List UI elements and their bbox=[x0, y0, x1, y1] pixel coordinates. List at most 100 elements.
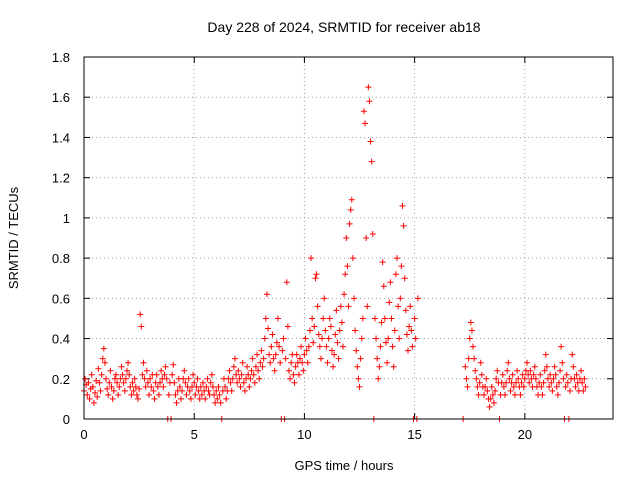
data-point bbox=[234, 379, 241, 386]
data-point bbox=[155, 391, 162, 398]
data-point bbox=[117, 375, 124, 382]
data-point bbox=[482, 383, 489, 390]
x-tick-label: 5 bbox=[191, 427, 198, 442]
data-point bbox=[256, 375, 263, 382]
data-point bbox=[277, 359, 284, 366]
data-point bbox=[287, 375, 294, 382]
data-point bbox=[563, 371, 570, 378]
data-point bbox=[190, 371, 197, 378]
data-point bbox=[300, 367, 307, 374]
data-point bbox=[538, 383, 545, 390]
data-point bbox=[385, 335, 392, 342]
data-point bbox=[378, 319, 385, 326]
data-point bbox=[263, 291, 270, 298]
y-tick-label: 1 bbox=[63, 211, 70, 226]
data-point bbox=[251, 379, 258, 386]
data-point bbox=[338, 319, 345, 326]
data-point bbox=[245, 371, 252, 378]
data-point bbox=[487, 395, 494, 402]
data-point bbox=[477, 359, 484, 366]
data-point bbox=[353, 347, 360, 354]
data-point bbox=[379, 259, 386, 266]
data-point bbox=[337, 303, 344, 310]
data-point bbox=[473, 375, 480, 382]
data-point bbox=[194, 375, 201, 382]
x-tick-label: 0 bbox=[80, 427, 87, 442]
data-point bbox=[478, 371, 485, 378]
data-point bbox=[132, 383, 139, 390]
data-point bbox=[128, 391, 135, 398]
data-point bbox=[505, 359, 512, 366]
data-point bbox=[200, 379, 207, 386]
data-point bbox=[521, 375, 528, 382]
data-point bbox=[539, 391, 546, 398]
data-point bbox=[226, 367, 233, 374]
data-point bbox=[82, 375, 89, 382]
data-point bbox=[471, 355, 478, 362]
data-point bbox=[369, 230, 376, 237]
data-point bbox=[553, 383, 560, 390]
data-point bbox=[197, 383, 204, 390]
data-point bbox=[389, 343, 396, 350]
data-point bbox=[476, 379, 483, 386]
data-point bbox=[169, 371, 176, 378]
data-point bbox=[546, 383, 553, 390]
data-point bbox=[270, 355, 277, 362]
data-point bbox=[249, 355, 256, 362]
data-point bbox=[115, 391, 122, 398]
data-point bbox=[500, 383, 507, 390]
data-point bbox=[240, 379, 247, 386]
data-point bbox=[504, 367, 511, 374]
data-point bbox=[520, 383, 527, 390]
data-point bbox=[236, 375, 243, 382]
data-point bbox=[103, 375, 110, 382]
data-point bbox=[464, 383, 471, 390]
data-point bbox=[106, 379, 113, 386]
data-point bbox=[331, 351, 338, 358]
data-point bbox=[276, 343, 283, 350]
data-point bbox=[314, 303, 321, 310]
data-point bbox=[562, 383, 569, 390]
data-point bbox=[525, 371, 532, 378]
data-point bbox=[342, 271, 349, 278]
data-point bbox=[366, 98, 373, 105]
data-point bbox=[274, 315, 281, 322]
data-point bbox=[462, 363, 469, 370]
data-point bbox=[503, 379, 510, 386]
data-point bbox=[310, 339, 317, 346]
data-point bbox=[543, 363, 550, 370]
data-point bbox=[506, 375, 513, 382]
data-point bbox=[108, 383, 115, 390]
data-point bbox=[216, 391, 223, 398]
data-point bbox=[352, 327, 359, 334]
data-point bbox=[393, 255, 400, 262]
data-point bbox=[501, 391, 508, 398]
data-point bbox=[239, 359, 246, 366]
data-point bbox=[530, 371, 537, 378]
data-point bbox=[509, 371, 516, 378]
y-tick-label: 1.8 bbox=[52, 50, 70, 65]
data-point bbox=[268, 343, 275, 350]
data-point bbox=[222, 383, 229, 390]
data-point bbox=[569, 351, 576, 358]
data-point bbox=[233, 371, 240, 378]
data-point bbox=[325, 335, 332, 342]
data-point bbox=[364, 303, 371, 310]
data-point bbox=[131, 375, 138, 382]
data-point bbox=[472, 367, 479, 374]
data-point bbox=[192, 391, 199, 398]
data-point bbox=[405, 347, 412, 354]
data-point bbox=[252, 363, 259, 370]
data-point bbox=[183, 391, 190, 398]
data-point bbox=[217, 399, 224, 406]
data-point bbox=[328, 347, 335, 354]
data-point bbox=[255, 367, 262, 374]
data-point bbox=[244, 363, 251, 370]
data-point bbox=[195, 387, 202, 394]
data-point bbox=[484, 387, 491, 394]
data-point bbox=[474, 383, 481, 390]
data-point bbox=[165, 391, 172, 398]
data-point bbox=[209, 383, 216, 390]
plot-frame bbox=[83, 56, 614, 420]
data-point bbox=[551, 363, 558, 370]
